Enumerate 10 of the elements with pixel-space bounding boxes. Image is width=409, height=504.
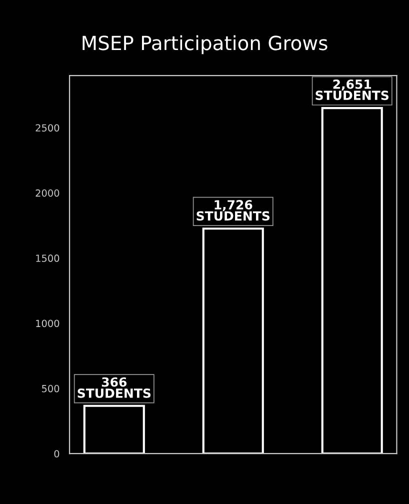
data-label: 2,651 STUDENTS	[316, 79, 388, 100]
y-tick-label: 2000	[36, 189, 60, 197]
y-tick-label: 1500	[36, 254, 60, 262]
data-label: 366 STUDENTS	[78, 377, 151, 398]
chart-title: MSEP Participation Grows	[82, 35, 328, 54]
y-tick-label: 2500	[36, 124, 60, 132]
data-label: 1,726 STUDENTS	[196, 200, 270, 221]
y-tick-label: 0	[54, 450, 60, 458]
y-tick-label: 500	[42, 384, 60, 392]
y-tick-label: 1000	[36, 320, 60, 328]
